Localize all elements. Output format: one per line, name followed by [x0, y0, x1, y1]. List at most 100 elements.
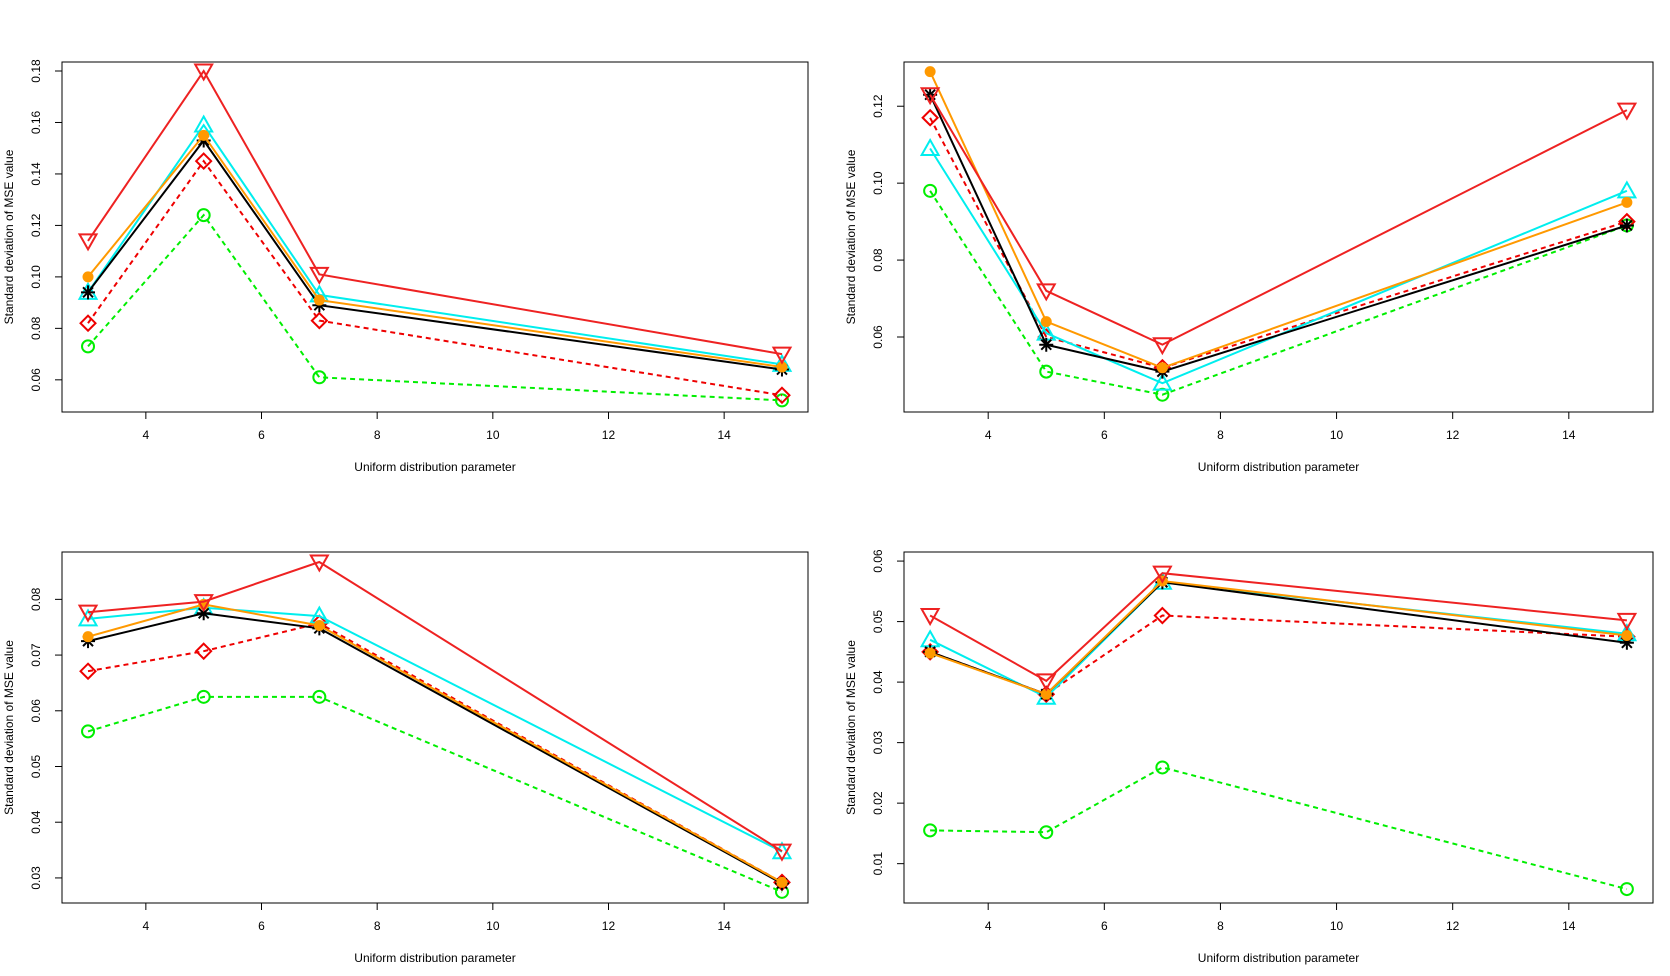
data-point-green-circle	[1155, 760, 1170, 775]
y-axis-label: Standard deviation of MSE value	[2, 149, 16, 324]
data-point-green-circle	[312, 370, 327, 385]
data-point-orange-dot	[1621, 196, 1633, 208]
data-point-red-triangle-down	[1036, 283, 1057, 302]
x-tick-label: 4	[985, 919, 992, 933]
data-point-orange-dot	[1156, 362, 1168, 374]
data-point-red-triangle-down	[919, 608, 941, 627]
data-point-orange-dot	[924, 647, 936, 659]
data-point-red-triangle-down	[77, 604, 99, 623]
data-point-orange-dot	[1040, 316, 1052, 328]
y-tick-label: 0.08	[29, 316, 43, 340]
data-point-cyan-triangle	[1616, 180, 1638, 199]
series-green-circle	[81, 689, 789, 899]
series-red-triangle-down	[919, 565, 1638, 692]
series-line-red-triangle-down	[87, 560, 783, 853]
series-green-circle	[81, 208, 789, 408]
series-line-green-circle	[87, 695, 783, 893]
y-tick-label: 0.10	[29, 265, 43, 289]
data-point-black-asterisk	[1039, 337, 1054, 352]
data-point-red-triangle-down	[1616, 102, 1638, 121]
data-point-green-circle	[312, 689, 327, 704]
series-cyan-triangle	[77, 114, 793, 372]
x-tick-label: 6	[258, 919, 265, 933]
y-tick-label: 0.12	[871, 94, 885, 118]
y-tick-label: 0.03	[871, 731, 885, 755]
series-line-red-diamond	[87, 159, 783, 397]
series-line-red-diamond	[929, 117, 1628, 369]
series-green-circle	[923, 760, 1634, 897]
y-tick-label: 0.12	[29, 213, 43, 237]
y-axis-label: Standard deviation of MSE value	[844, 640, 858, 815]
data-point-black-asterisk	[81, 285, 96, 300]
series-line-cyan-triangle	[87, 606, 783, 853]
plot-frame	[61, 551, 809, 904]
x-tick-label: 8	[1217, 428, 1224, 442]
data-point-red-triangle-down	[1152, 565, 1173, 584]
data-point-green-circle	[196, 689, 211, 704]
x-tick-label: 10	[1330, 428, 1344, 442]
x-tick-label: 12	[1446, 428, 1460, 442]
y-tick-label: 0.08	[29, 587, 43, 611]
data-point-red-diamond	[921, 642, 940, 661]
series-line-red-triangle-down	[87, 69, 783, 356]
data-point-cyan-triangle	[919, 138, 941, 157]
series-line-green-circle	[929, 190, 1628, 396]
data-point-red-diamond	[79, 662, 97, 681]
data-point-red-triangle-down	[771, 346, 793, 365]
x-tick-label: 14	[717, 919, 731, 933]
data-point-red-triangle-down	[919, 87, 941, 106]
data-point-orange-dot	[924, 66, 936, 78]
series-black-asterisk	[81, 606, 789, 891]
data-point-red-diamond	[79, 314, 97, 333]
data-point-black-asterisk	[196, 606, 211, 621]
data-point-red-triangle-down	[1616, 612, 1638, 631]
x-tick-label: 4	[143, 919, 150, 933]
data-point-orange-dot	[313, 294, 325, 306]
x-tick-label: 10	[1330, 919, 1344, 933]
data-point-cyan-triangle	[1152, 372, 1173, 391]
data-point-red-triangle-down	[309, 554, 330, 573]
series-cyan-triangle	[919, 138, 1638, 391]
x-tick-label: 4	[985, 428, 992, 442]
plot-frame	[903, 551, 1654, 904]
series-line-red-diamond	[87, 622, 783, 884]
series-red-triangle-down	[77, 554, 793, 862]
chart-panel-4: 4 6 8 10 12 14 0.01 0.02 0.03 0.04 0.05 0.06 Uniform…	[844, 549, 1654, 965]
x-tick-label: 4	[143, 428, 150, 442]
y-tick-label: 0.01	[871, 852, 885, 876]
series-line-red-diamond	[929, 614, 1627, 696]
x-tick-label: 12	[602, 919, 616, 933]
series-line-orange-dot	[87, 133, 783, 368]
series-cyan-triangle	[919, 571, 1638, 705]
data-point-black-asterisk	[1619, 218, 1634, 233]
y-tick-label: 0.04	[871, 670, 885, 694]
x-axis-label: Uniform distribution parameter	[1198, 951, 1359, 965]
y-tick-label: 0.08	[871, 248, 885, 272]
series-line-orange-dot	[929, 71, 1628, 369]
x-tick-label: 6	[1101, 428, 1108, 442]
x-tick-label: 12	[602, 428, 616, 442]
y-tick-label: 0.05	[871, 610, 885, 634]
x-axis-label: Uniform distribution parameter	[1198, 460, 1359, 474]
x-tick-label: 12	[1446, 919, 1460, 933]
x-tick-label: 14	[717, 428, 731, 442]
series-cyan-triangle	[77, 597, 793, 860]
chart-panel-3: 4 6 8 10 12 14 0.03 0.04 0.05 0.06 0.07 0.08 Uniform…	[2, 551, 809, 965]
series-red-diamond	[79, 614, 791, 892]
x-tick-label: 10	[486, 428, 500, 442]
data-point-green-circle	[1619, 882, 1634, 897]
x-tick-label: 14	[1562, 919, 1576, 933]
y-tick-label: 0.06	[29, 699, 43, 723]
data-point-green-circle	[196, 208, 211, 223]
y-tick-label: 0.06	[29, 368, 43, 392]
data-point-red-diamond	[194, 642, 213, 661]
data-point-red-triangle-down	[1152, 337, 1173, 356]
series-line-cyan-triangle	[87, 123, 783, 366]
series-line-black-asterisk	[87, 612, 783, 885]
y-tick-label: 0.07	[29, 643, 43, 667]
x-tick-label: 8	[1217, 919, 1224, 933]
data-point-red-diamond	[194, 152, 213, 170]
series-line-orange-dot	[87, 603, 783, 884]
